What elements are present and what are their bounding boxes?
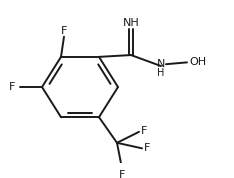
Text: F: F xyxy=(9,82,15,92)
Text: N: N xyxy=(157,59,165,69)
Text: NH: NH xyxy=(123,18,139,28)
Text: F: F xyxy=(144,143,150,153)
Text: OH: OH xyxy=(190,57,207,67)
Text: F: F xyxy=(141,126,147,136)
Text: H: H xyxy=(157,68,165,78)
Text: F: F xyxy=(119,170,125,178)
Text: F: F xyxy=(61,26,67,36)
